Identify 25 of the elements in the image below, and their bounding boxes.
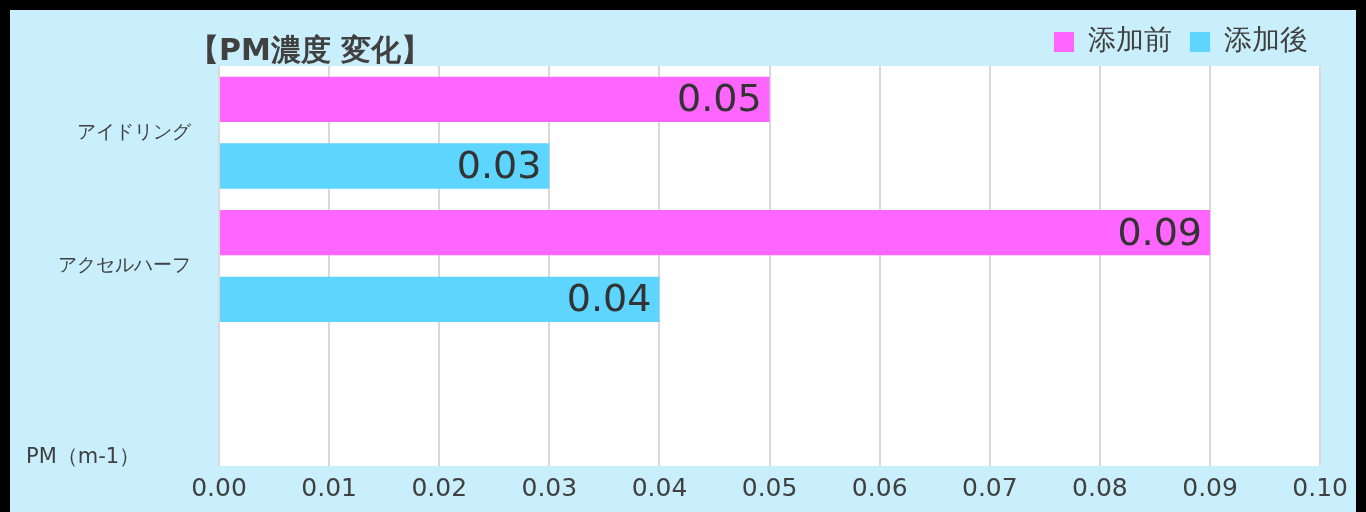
y-tick-label: アイドリング [77, 119, 192, 142]
y-tick-label: アクセルハーフ [58, 252, 191, 275]
legend-label: 添加前 [1088, 23, 1172, 57]
x-tick-label: 0.08 [1072, 472, 1128, 502]
legend-label: 添加後 [1224, 23, 1308, 57]
x-tick-label: 0.03 [521, 472, 578, 502]
data-label: 0.03 [456, 142, 542, 187]
bar [220, 276, 660, 322]
data-label: 0.05 [676, 76, 762, 121]
data-label: 0.04 [566, 276, 652, 321]
x-tick-label: 0.09 [1182, 472, 1238, 502]
bar [220, 76, 770, 122]
x-tick-label: 0.00 [191, 472, 247, 502]
x-axis-title: PM（m-1） [26, 443, 141, 468]
bar [220, 210, 1211, 256]
bar [220, 143, 550, 189]
data-label: 0.09 [1117, 209, 1203, 254]
x-tick-label: 0.07 [961, 472, 1018, 502]
x-tick-label: 0.01 [301, 472, 357, 502]
x-tick-label: 0.02 [411, 472, 468, 502]
x-tick-label: 0.05 [741, 472, 798, 502]
chart-title: 【PM濃度 変化】 [189, 31, 432, 67]
x-tick-label: 0.04 [631, 472, 688, 502]
x-tick-label: 0.06 [851, 472, 908, 502]
x-tick-label: 0.10 [1292, 472, 1348, 502]
